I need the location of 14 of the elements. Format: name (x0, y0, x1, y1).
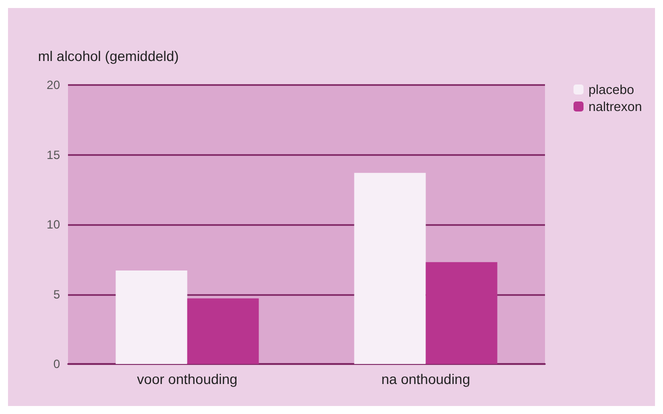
bar (187, 298, 259, 364)
legend-label: naltrexon (588, 99, 642, 114)
y-tick-label: 5 (53, 287, 60, 302)
x-tick-label: voor onthouding (137, 371, 238, 387)
bar (354, 172, 426, 364)
y-axis-title: ml alcohol (gemiddeld) (38, 48, 179, 64)
y-tick-label: 10 (46, 218, 60, 232)
y-tick-label: 15 (46, 148, 60, 162)
x-tick-label: na onthouding (381, 371, 470, 387)
bar (116, 270, 188, 364)
legend-label: placebo (588, 82, 634, 97)
y-tick-label: 0 (53, 357, 60, 371)
y-tick-label: 20 (46, 78, 60, 92)
bar (426, 262, 498, 364)
